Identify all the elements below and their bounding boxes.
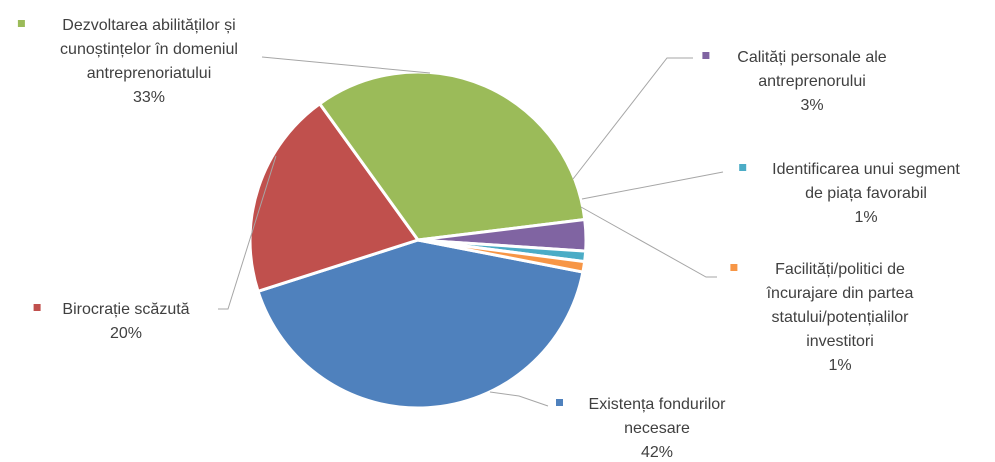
leader-line-dezvoltarea — [261, 56, 431, 74]
legend-key-birocratie — [33, 304, 41, 311]
value-label-birocratie: 20% — [110, 325, 142, 342]
label-text-facilitati-line-2: încurajare din partea — [766, 285, 914, 302]
label-text-dezvoltarea-line-3: antreprenoriatului — [87, 65, 212, 82]
legend-key-facilitati — [730, 264, 738, 271]
label-text-dezvoltarea-line-1: Dezvoltarea abilităților și — [62, 17, 235, 34]
legend-key-existenta — [556, 399, 563, 406]
data-label-calitati: Calități personale ale antreprenorului 3% — [702, 49, 887, 114]
pie-slice-existenta — [256, 238, 585, 410]
label-text-identificarea-line-1: Identificarea unui segment — [772, 161, 960, 178]
legend-key-identificarea — [739, 164, 747, 171]
label-text-calitati-line-2: antreprenorului — [758, 73, 866, 90]
pie-slice-facilitati — [416, 238, 587, 274]
label-text-birocratie-line-1: Birocrație scăzută — [62, 301, 189, 318]
label-text-calitati-line-1: Calități personale ale — [737, 49, 887, 66]
label-text-facilitati-line-3: statului/potențialilor — [772, 309, 910, 326]
value-label-dezvoltarea: 33% — [133, 89, 165, 106]
pie-slices — [248, 70, 588, 410]
data-label-dezvoltarea: Dezvoltarea abilităților și cunoștințelor… — [17, 17, 238, 106]
value-label-identificarea: 1% — [854, 209, 877, 226]
label-text-facilitati-line-1: Facilități/politici de — [775, 261, 905, 278]
pie-slice-birocratie — [248, 102, 420, 293]
label-text-dezvoltarea-line-2: cunoștințelor în domeniul — [60, 41, 238, 58]
label-text-existenta-line-1: Existența fondurilor — [589, 396, 727, 413]
leader-line-facilitati — [580, 206, 717, 278]
leader-line-calitati — [572, 57, 693, 180]
pie-slice-dezvoltarea — [318, 70, 587, 242]
leader-line-birocratie — [218, 155, 277, 310]
leader-lines — [218, 56, 724, 407]
data-label-identificarea: Identificarea unui segment de piața favor… — [739, 161, 960, 226]
leader-line-existenta — [489, 391, 549, 407]
data-label-facilitati: Facilități/politici de încurajare din par… — [730, 261, 913, 374]
label-text-facilitati-line-4: investitori — [806, 333, 874, 350]
data-labels: Existența fondurilor necesare 42% Birocrați… — [17, 17, 960, 461]
label-text-existenta-line-2: necesare — [624, 420, 690, 437]
value-label-facilitati: 1% — [828, 357, 851, 374]
legend-key-dezvoltarea — [17, 20, 25, 27]
data-label-existenta: Existența fondurilor necesare 42% — [556, 396, 726, 461]
value-label-existenta: 42% — [641, 444, 673, 461]
data-label-birocratie: Birocrație scăzută 20% — [33, 301, 190, 342]
legend-key-calitati — [702, 52, 710, 59]
leader-line-identificarea — [581, 171, 724, 200]
label-text-identificarea-line-2: de piața favorabil — [805, 185, 927, 202]
value-label-calitati: 3% — [800, 97, 823, 114]
